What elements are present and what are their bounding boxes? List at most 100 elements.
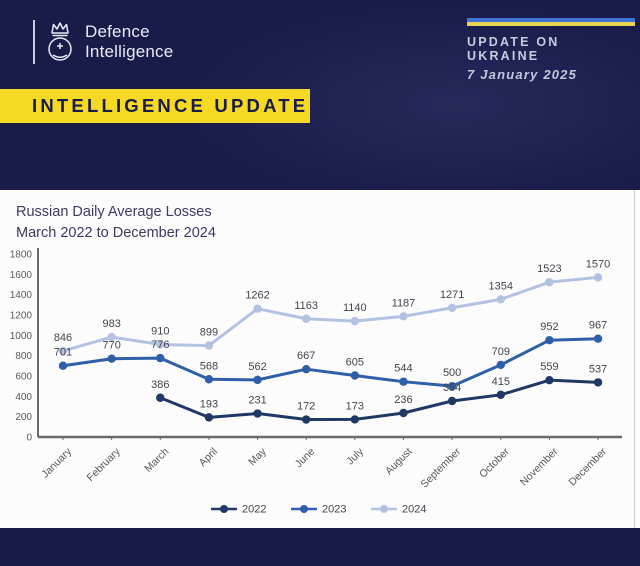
series-2023-data-label: 770 — [102, 340, 120, 352]
series-2023-point — [399, 377, 408, 386]
series-2022-data-label: 559 — [540, 361, 558, 373]
chart-frame-border — [634, 190, 635, 528]
y-axis-tick-label: 1400 — [10, 290, 33, 301]
y-axis-tick-label: 1200 — [10, 311, 33, 322]
chart-panel: 0 200 400 600 800 1000 1200 1400 1600 1800 January… — [0, 190, 640, 528]
chart-title-line1: Russian Daily Average Losses — [16, 204, 212, 220]
series-2022-line — [159, 378, 599, 422]
series-2024-point — [399, 312, 408, 321]
update-date: 7 January 2025 — [467, 67, 578, 82]
series-2024-point — [593, 273, 603, 282]
x-axis-month-label: November — [518, 445, 561, 488]
series-2024-point — [107, 332, 116, 342]
legend-label-2024: 2024 — [402, 504, 426, 516]
series-2024-data-label: 1271 — [440, 289, 464, 301]
series-2022-point — [350, 415, 360, 424]
legend-marker-dot-2022 — [220, 505, 228, 513]
series-2022-data-label: 537 — [589, 363, 607, 375]
series-2022-data-label: 193 — [200, 398, 218, 410]
series-2023-point — [204, 375, 214, 384]
series-2024-data-label: 899 — [200, 327, 218, 339]
legend-label-2023: 2023 — [322, 504, 346, 516]
series-2024-data-label: 1570 — [586, 258, 610, 270]
series-2023-line — [62, 337, 599, 388]
x-axis-month-label: February — [85, 445, 124, 484]
series-2024-line — [62, 275, 599, 353]
flag-blue-stripe — [467, 18, 635, 22]
series-2022-data-label: 172 — [297, 401, 315, 413]
series-2023-point — [545, 336, 554, 345]
y-axis-tick-label: 200 — [15, 412, 32, 423]
series-2023-data-label: 709 — [492, 346, 510, 358]
legend-marker-dot-2023 — [300, 505, 308, 513]
series-2022-point — [593, 378, 603, 387]
series-2023-point — [447, 381, 457, 391]
series-2022-data-label: 236 — [394, 394, 412, 406]
legend-label-2022: 2022 — [242, 504, 266, 516]
series-2024-point — [496, 295, 505, 304]
header: Defence Intelligence UPDATE ON UKRAINE 7… — [0, 0, 640, 190]
series-2022-point — [545, 375, 554, 385]
series-2022-point — [253, 409, 262, 418]
banner-label: INTELLIGENCE UPDATE — [32, 95, 309, 116]
footer-strip — [0, 528, 640, 566]
series-2022-data-label: 386 — [151, 379, 169, 391]
series-2023-point — [107, 354, 116, 363]
series-2022-point — [496, 390, 505, 400]
series-2024-point — [253, 304, 262, 313]
chart-title: Russian Daily Average Losses March 2022 … — [16, 202, 216, 244]
x-axis-month-label: May — [246, 445, 269, 468]
series-2023-point — [350, 371, 360, 380]
x-axis-month-label: January — [39, 445, 74, 480]
y-axis-tick-label: 400 — [15, 392, 32, 403]
x-axis-month-label: October — [477, 445, 512, 480]
x-axis-month-label: August — [383, 446, 415, 478]
intelligence-update-banner: INTELLIGENCE UPDATE — [0, 89, 310, 123]
series-2024-point — [350, 316, 360, 326]
series-2024-data-label: 910 — [151, 325, 169, 337]
series-2023-point — [496, 360, 505, 370]
series-2024-point — [447, 303, 457, 312]
series-2023-point — [302, 364, 311, 374]
update-info: UPDATE ON UKRAINE 7 January 2025 — [467, 18, 637, 82]
series-2022-data-label: 231 — [248, 395, 266, 407]
logo-line2: Intelligence — [85, 42, 174, 61]
series-2024-data-label: 983 — [102, 318, 120, 330]
series-2023-point — [593, 334, 603, 343]
series-2022-data-label: 354 — [443, 382, 461, 394]
series-2023-data-label: 544 — [394, 363, 412, 375]
x-axis-month-label: June — [293, 446, 318, 471]
series-2023-data-label: 701 — [54, 347, 72, 359]
series-2024-point — [302, 314, 311, 323]
series-2023-data-label: 967 — [589, 320, 607, 332]
losses-line-chart: 0 200 400 600 800 1000 1200 1400 1600 1800 January… — [10, 248, 622, 516]
series-2024-point — [156, 340, 165, 349]
series-2024-point — [58, 346, 68, 356]
series-2023-data-label: 952 — [540, 321, 558, 333]
ukraine-flag-bar — [467, 18, 635, 26]
series-2024-data-label: 1163 — [294, 300, 318, 312]
series-2024-data-label: 1262 — [245, 290, 269, 302]
y-axis-tick-label: 800 — [15, 351, 32, 362]
x-axis-month-label: April — [197, 446, 220, 469]
series-2023-data-label: 667 — [297, 350, 315, 362]
update-topic: UPDATE ON UKRAINE — [467, 35, 560, 63]
series-2022-point — [399, 408, 408, 418]
y-axis-tick-label: 1800 — [10, 250, 33, 261]
series-2023-point — [58, 361, 68, 370]
series-2024-point — [545, 277, 554, 287]
x-axis-month-label: December — [566, 445, 609, 488]
series-2022-data-label: 173 — [346, 400, 364, 412]
series-2023-data-label: 776 — [151, 339, 169, 351]
y-axis-tick-label: 0 — [26, 433, 32, 444]
logo-text: Defence Intelligence — [85, 22, 173, 62]
series-2022-point — [447, 396, 457, 406]
series-2022-point — [156, 393, 165, 402]
series-2023-data-label: 605 — [346, 356, 364, 368]
y-axis-tick-label: 1600 — [10, 270, 33, 281]
series-2022-point — [204, 413, 214, 422]
series-2024-data-label: 1523 — [537, 263, 561, 275]
logo-line1: Defence — [85, 22, 150, 41]
defence-intelligence-logo: Defence Intelligence — [33, 19, 173, 65]
